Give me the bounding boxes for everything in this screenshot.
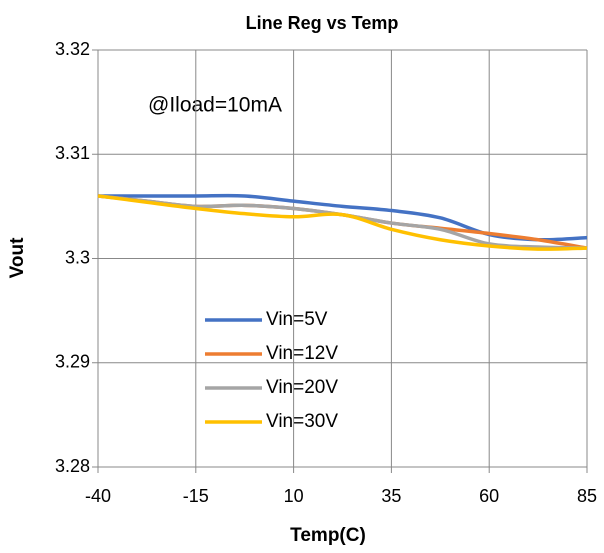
annotation: @Iload=10mA xyxy=(148,94,282,117)
legend-label: Vin=20V xyxy=(266,377,338,398)
y-tick-label: 3.29 xyxy=(55,352,90,372)
legend-label: Vin=30V xyxy=(266,411,338,432)
legend-label: Vin=12V xyxy=(266,343,338,364)
x-axis-label: Temp(C) xyxy=(290,525,366,546)
y-tick-label: 3.3 xyxy=(65,247,90,267)
y-axis-label: Vout xyxy=(7,237,28,278)
series-line xyxy=(98,193,588,242)
x-tick-label: 85 xyxy=(577,486,597,506)
chart-title: Line Reg vs Temp xyxy=(246,13,399,33)
y-tick-label: 3.31 xyxy=(55,143,90,163)
x-tick-label: 35 xyxy=(381,486,401,506)
legend-label: Vin=5V xyxy=(266,309,328,330)
x-tick-label: 10 xyxy=(284,486,304,506)
x-tick-label: 60 xyxy=(479,486,499,506)
x-tick-label: -15 xyxy=(183,486,209,506)
y-tick-label: 3.32 xyxy=(55,39,90,59)
x-tick-label: -40 xyxy=(85,486,111,506)
series-line xyxy=(97,194,588,251)
y-tick-label: 3.28 xyxy=(55,456,90,476)
